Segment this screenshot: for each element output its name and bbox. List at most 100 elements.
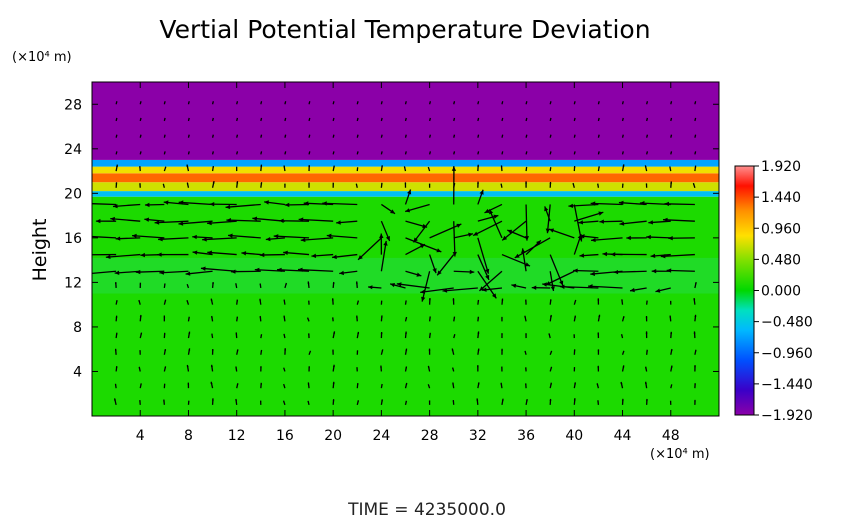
wind-vector bbox=[404, 189, 412, 205]
wind-vector bbox=[477, 348, 480, 355]
wind-vector bbox=[381, 203, 396, 215]
wind-vector bbox=[453, 182, 456, 188]
wind-vector bbox=[420, 287, 454, 294]
wind-vector bbox=[332, 117, 335, 122]
wind-vector bbox=[525, 333, 527, 339]
wind-vector bbox=[241, 251, 261, 256]
wind-vector bbox=[651, 269, 671, 274]
wind-vector bbox=[524, 204, 530, 241]
wind-vector bbox=[356, 331, 360, 339]
wind-vector bbox=[115, 366, 118, 372]
wind-vector bbox=[282, 400, 286, 406]
wind-vector bbox=[211, 181, 215, 188]
wind-vector bbox=[587, 284, 623, 289]
wind-vector bbox=[693, 297, 696, 305]
wind-vector bbox=[380, 151, 383, 155]
wind-vector bbox=[207, 250, 237, 256]
wind-vector bbox=[573, 117, 576, 122]
wind-vector bbox=[596, 383, 600, 389]
wind-vector bbox=[501, 366, 503, 372]
wind-vector bbox=[308, 182, 310, 188]
x-axis-unit: (×10⁴ m) bbox=[650, 447, 710, 462]
wind-vector bbox=[428, 348, 431, 355]
wind-vector bbox=[227, 233, 261, 239]
wind-vector bbox=[186, 364, 190, 372]
wind-vector bbox=[477, 331, 480, 339]
wind-vector bbox=[308, 165, 311, 172]
wind-vector bbox=[694, 101, 697, 105]
wind-vector bbox=[525, 134, 528, 138]
wind-vector bbox=[277, 267, 310, 273]
wind-vector bbox=[95, 218, 117, 224]
wind-vector bbox=[260, 134, 263, 138]
wind-vector bbox=[621, 365, 625, 372]
wind-vector bbox=[139, 101, 142, 105]
y-tick-label: 24 bbox=[64, 142, 82, 158]
wind-vector bbox=[404, 101, 407, 105]
wind-vector bbox=[428, 117, 431, 122]
wind-vector bbox=[655, 287, 671, 293]
wind-vector bbox=[211, 165, 215, 172]
wind-vector bbox=[525, 151, 528, 155]
wind-vector bbox=[573, 367, 576, 372]
colorbar-tick-label: −0.480 bbox=[761, 315, 813, 331]
x-tick-label: 40 bbox=[565, 428, 583, 444]
y-tick-label: 4 bbox=[73, 364, 82, 380]
wind-vector bbox=[211, 348, 214, 355]
wind-vector bbox=[597, 400, 600, 405]
wind-vector bbox=[115, 332, 118, 339]
wind-vector bbox=[478, 270, 503, 292]
wind-vector bbox=[131, 233, 165, 239]
wind-vector bbox=[284, 117, 287, 122]
wind-vector bbox=[138, 366, 141, 372]
wind-vector bbox=[356, 167, 359, 172]
wind-vector bbox=[621, 316, 625, 322]
wind-vector bbox=[500, 382, 503, 389]
wind-vector bbox=[265, 236, 285, 242]
wind-vector bbox=[525, 117, 528, 122]
wind-vector bbox=[283, 250, 310, 256]
wind-vector bbox=[211, 315, 214, 322]
wind-vector bbox=[380, 165, 383, 172]
wind-vector bbox=[694, 281, 697, 289]
wind-vector bbox=[597, 134, 600, 138]
wind-vector bbox=[178, 200, 213, 206]
wind-vector bbox=[380, 240, 388, 272]
wind-vector bbox=[185, 270, 213, 276]
wind-vector bbox=[260, 101, 263, 105]
wind-vector bbox=[230, 269, 261, 274]
wind-vector bbox=[331, 298, 334, 305]
wind-vector bbox=[115, 182, 118, 188]
wind-vector bbox=[531, 285, 551, 290]
wind-vector bbox=[298, 217, 334, 222]
wind-vector bbox=[573, 334, 575, 339]
wind-vector bbox=[525, 101, 528, 105]
wind-vector bbox=[477, 254, 490, 281]
wind-vector bbox=[453, 334, 456, 339]
wind-vector bbox=[621, 117, 624, 122]
wind-vector bbox=[273, 234, 310, 239]
wind-vector bbox=[308, 300, 310, 305]
wind-vector bbox=[139, 383, 142, 389]
wind-vector bbox=[380, 383, 383, 389]
wind-vector bbox=[163, 299, 167, 305]
wind-vector bbox=[646, 349, 648, 355]
wind-vector bbox=[621, 183, 624, 188]
wind-vector bbox=[669, 315, 672, 322]
wind-vector bbox=[405, 270, 422, 277]
wind-vector bbox=[139, 400, 141, 405]
wind-vector bbox=[573, 299, 577, 305]
wind-vector bbox=[380, 315, 383, 322]
wind-vector bbox=[429, 223, 462, 239]
wind-vector bbox=[621, 398, 624, 405]
wind-vector bbox=[501, 333, 503, 339]
wind-vector bbox=[412, 220, 431, 243]
wind-vector bbox=[187, 400, 190, 405]
y-tick-label: 20 bbox=[64, 186, 82, 202]
wind-vector bbox=[501, 298, 504, 305]
wind-vector bbox=[428, 332, 431, 339]
wind-vector bbox=[163, 366, 167, 372]
wind-vector bbox=[453, 151, 456, 155]
wind-vector bbox=[573, 166, 576, 172]
wind-vector bbox=[477, 151, 480, 155]
